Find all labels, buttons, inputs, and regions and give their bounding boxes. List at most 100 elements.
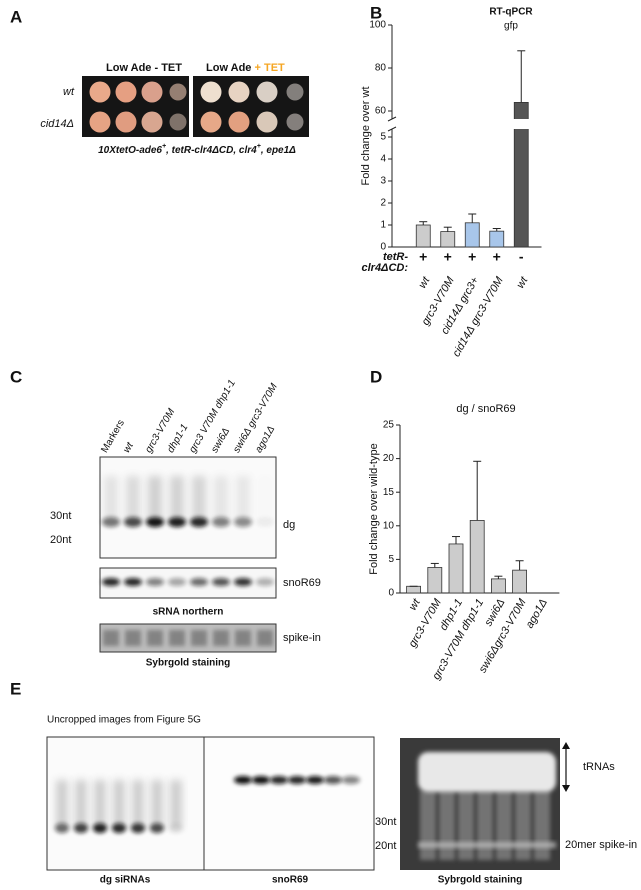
annotation: 20mer spike-in	[565, 839, 637, 851]
colony	[200, 81, 222, 103]
band	[146, 578, 164, 586]
caption-part: , tetR-clr4ΔCD, clr4	[165, 145, 257, 156]
bar	[469, 520, 485, 594]
colony	[256, 111, 278, 133]
colony	[89, 81, 111, 103]
chart-title: RT-qPCR	[489, 7, 533, 18]
panel-letter: A	[10, 7, 22, 26]
caption-part: +	[162, 143, 166, 150]
smear	[236, 476, 250, 522]
caption-part: , epe1Δ	[260, 145, 296, 156]
band-label: snoR69	[283, 577, 321, 589]
band	[168, 578, 186, 586]
y-tick-label: 5	[388, 554, 394, 565]
band	[288, 776, 306, 784]
y-tick-label: 80	[375, 63, 387, 74]
y-axis-label: Fold change over wt	[360, 86, 372, 185]
band	[125, 630, 141, 646]
smear	[104, 476, 118, 522]
band	[342, 776, 360, 784]
bar	[512, 569, 527, 594]
colony	[286, 83, 304, 101]
gel-bands	[102, 476, 274, 527]
lane-label: ago1Δ	[253, 424, 277, 455]
band	[257, 630, 273, 646]
bar	[464, 222, 480, 248]
panel-letter: C	[10, 367, 22, 386]
smear	[170, 780, 182, 828]
chart-subtitle: gfp	[504, 21, 518, 32]
plate-title: Low Ade + TET	[206, 62, 285, 74]
smear	[214, 476, 228, 522]
y-tick-label: 15	[383, 487, 395, 498]
y-tick-label: 1	[380, 220, 386, 231]
plate-title: Low Ade - TET	[106, 62, 182, 74]
bar	[415, 224, 431, 248]
colony	[89, 111, 111, 133]
gel-bands	[103, 630, 273, 646]
spike-band	[418, 842, 556, 848]
colony	[141, 81, 163, 103]
row-value: +	[444, 249, 452, 265]
plate-title-part: Low Ade	[206, 62, 251, 74]
panel-letter: E	[10, 679, 21, 698]
colony	[169, 83, 187, 101]
smear	[75, 780, 87, 828]
smear	[148, 476, 162, 522]
x-tick-label: wt	[407, 596, 423, 612]
band	[234, 578, 252, 586]
band	[191, 630, 207, 646]
row-label: wt	[63, 86, 75, 98]
lane-label: wt	[121, 440, 136, 455]
band	[103, 630, 119, 646]
bar	[406, 585, 422, 594]
colony	[228, 81, 250, 103]
y-tick-label: 2	[380, 198, 386, 209]
lane	[534, 790, 550, 860]
x-tick-label: ago1Δ	[524, 597, 550, 631]
panel-letter: D	[370, 367, 382, 386]
smear	[132, 780, 144, 828]
colony	[200, 111, 222, 133]
lane	[496, 790, 512, 860]
gel-caption: sRNA northern	[153, 607, 224, 618]
colony	[256, 81, 278, 103]
band-label: spike-in	[283, 632, 321, 644]
lane	[515, 790, 531, 860]
colony	[141, 111, 163, 133]
axis-break	[386, 119, 542, 129]
band	[124, 578, 142, 586]
y-tick-label: 3	[380, 176, 386, 187]
break-mark	[387, 126, 397, 132]
break-mark	[387, 116, 397, 122]
x-tick-label: wt	[416, 274, 432, 290]
row-value: -	[519, 249, 524, 265]
smear	[56, 780, 68, 828]
marker-label: 30nt	[375, 816, 396, 828]
band	[270, 776, 288, 784]
charts: RT-qPCR gfp Fold change over wt 0 1 2 3 4 5 60 80 1…	[360, 7, 560, 682]
row-value: +	[493, 249, 501, 265]
y-tick-label: 0	[380, 242, 386, 253]
bar	[427, 567, 443, 594]
marker-label: 20nt	[375, 840, 396, 852]
y-tick-label: 4	[380, 154, 386, 165]
x-tick-label: wt	[514, 274, 530, 290]
smear	[170, 476, 184, 522]
annotation: tRNAs	[583, 761, 615, 773]
panel-e: Uncropped images from Figure 5G dg siRNA…	[46, 715, 637, 886]
smear	[94, 780, 106, 828]
smear	[258, 476, 272, 522]
gel-image	[203, 736, 375, 871]
band-label: dg	[283, 519, 295, 531]
lane	[420, 790, 436, 860]
band	[256, 578, 274, 586]
y-tick-label: 20	[383, 453, 395, 464]
y-tick-label: 10	[383, 520, 395, 531]
y-axis-label: Fold change over wild-type	[368, 443, 380, 574]
row-value: +	[468, 249, 476, 265]
gel-caption: Sybrgold staining	[146, 658, 230, 669]
trna-band	[418, 752, 556, 792]
y-tick-label: 25	[383, 420, 395, 431]
